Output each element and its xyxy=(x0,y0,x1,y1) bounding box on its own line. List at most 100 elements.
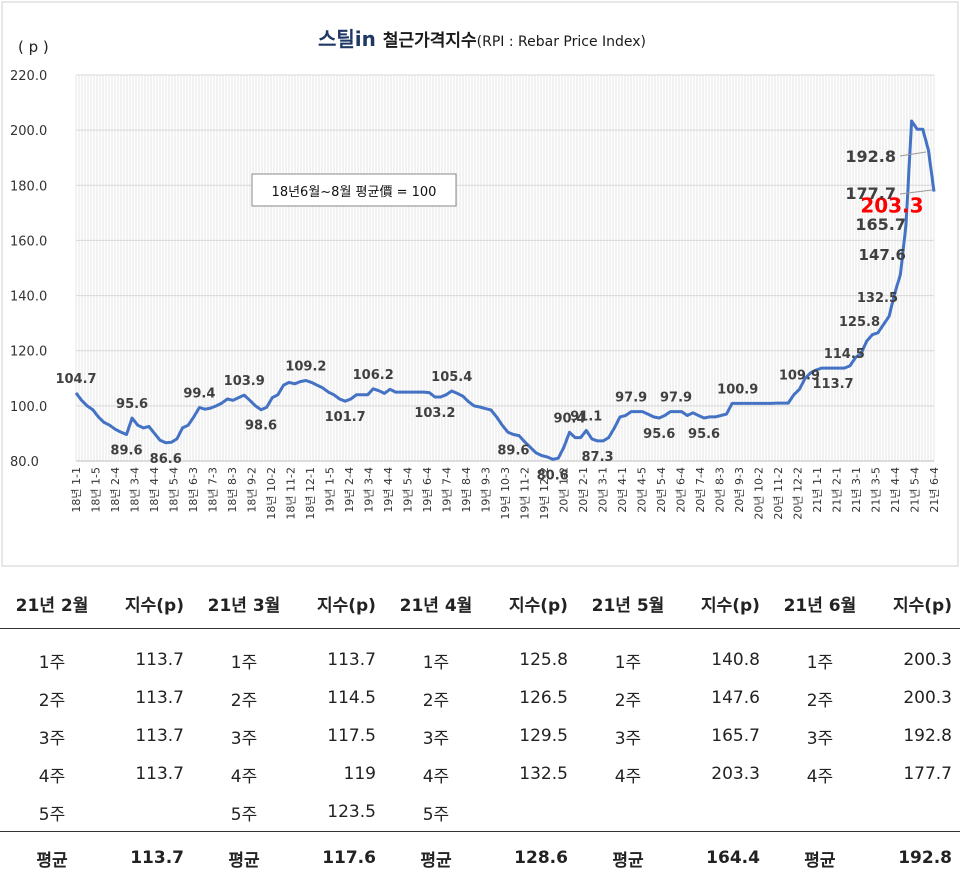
data-label: 104.7 xyxy=(55,372,96,387)
y-axis-label: ( p ) xyxy=(18,38,49,56)
x-tick-label: 20년 2-1 xyxy=(577,467,590,513)
header-index: 지수(p) xyxy=(872,578,960,629)
x-tick-label: 19년 1-5 xyxy=(324,467,337,513)
week-cell: 3주 xyxy=(192,717,296,755)
vertical-gridlines xyxy=(76,75,934,461)
index-cell: 113.7 xyxy=(104,629,192,680)
index-cell: 200.3 xyxy=(872,629,960,680)
week-cell: 5주 xyxy=(0,793,104,832)
header-index: 지수(p) xyxy=(680,578,768,629)
index-cell: 203.3 xyxy=(680,755,768,793)
average-value: 164.4 xyxy=(680,832,768,884)
data-label: 103.2 xyxy=(414,406,455,421)
table-row: 5주 5주 123.5 5주 xyxy=(0,793,960,832)
x-tick-label: 20년 7-4 xyxy=(694,467,707,513)
x-tick-label: 20년 6-4 xyxy=(675,467,688,513)
average-label: 평균 xyxy=(384,832,488,884)
week-cell: 2주 xyxy=(192,679,296,717)
week-cell: 4주 xyxy=(768,755,872,793)
table-row: 3주 113.7 3주 117.5 3주 129.5 3주 165.7 3주 1… xyxy=(0,717,960,755)
x-tick-label: 20년 11-2 xyxy=(772,467,785,520)
x-tick-label: 18년 11-2 xyxy=(285,467,298,520)
header-month-apr: 21년 4월 xyxy=(384,578,488,629)
x-tick-label: 19년 4-4 xyxy=(382,467,395,513)
data-label: 98.6 xyxy=(245,419,277,434)
week-cell: 4주 xyxy=(192,755,296,793)
x-tick-label: 18년 6-3 xyxy=(187,467,200,513)
data-label: 86.6 xyxy=(150,452,182,467)
index-cell: 125.8 xyxy=(488,629,576,680)
y-tick-label: 140.0 xyxy=(10,290,47,305)
week-cell: 5주 xyxy=(192,793,296,832)
average-label: 평균 xyxy=(768,832,872,884)
x-tick-label: 21년 5-4 xyxy=(909,467,922,513)
y-tick-label: 80.0 xyxy=(10,455,39,470)
x-tick-label: 21년 1-1 xyxy=(811,467,824,513)
data-label: 103.9 xyxy=(224,374,265,389)
x-tick-label: 18년 9-2 xyxy=(246,467,259,513)
x-tick-label: 19년 5-4 xyxy=(402,467,415,513)
data-label: 105.4 xyxy=(431,370,472,385)
data-label: 113.7 xyxy=(812,377,853,392)
note-text: 18년6월~8월 평균價 = 100 xyxy=(272,185,437,200)
x-tick-label: 19년 11-2 xyxy=(519,467,532,520)
average-label: 평균 xyxy=(576,832,680,884)
x-tick-label: 18년 7-3 xyxy=(207,467,220,513)
x-tick-label: 20년 9-3 xyxy=(733,467,746,513)
y-tick-label: 120.0 xyxy=(10,345,47,360)
week-cell: 1주 xyxy=(384,629,488,680)
average-value: 128.6 xyxy=(488,832,576,884)
week-cell: 4주 xyxy=(384,755,488,793)
data-label: 101.7 xyxy=(325,410,366,425)
data-label: 97.9 xyxy=(615,391,647,406)
table-row: 1주 113.7 1주 113.7 1주 125.8 1주 140.8 1주 2… xyxy=(0,629,960,680)
x-tick-label: 21년 3-1 xyxy=(850,467,863,513)
x-tick-label: 19년 2-4 xyxy=(343,467,356,513)
data-label: 87.3 xyxy=(581,450,613,465)
x-tick-label: 19년 3-4 xyxy=(363,467,376,513)
data-label: 89.6 xyxy=(110,444,142,459)
week-cell xyxy=(576,793,680,832)
data-label: 99.4 xyxy=(183,387,215,402)
y-tick-label: 200.0 xyxy=(10,124,47,139)
rebar-price-index-chart: 80.0100.0120.0140.0160.0180.0200.0220.0(… xyxy=(0,0,960,568)
data-label: 100.9 xyxy=(717,382,758,397)
data-label: 91.1 xyxy=(570,409,602,424)
x-tick-label: 20년 10-2 xyxy=(753,467,766,520)
week-cell: 1주 xyxy=(768,629,872,680)
data-label: 80.6 xyxy=(537,468,569,483)
week-cell: 3주 xyxy=(384,717,488,755)
table-average-row: 평균 113.7 평균 117.6 평균 128.6 평균 164.4 평균 1… xyxy=(0,832,960,884)
x-tick-label: 21년 4-4 xyxy=(889,467,902,513)
week-cell: 2주 xyxy=(384,679,488,717)
average-value: 192.8 xyxy=(872,832,960,884)
week-cell xyxy=(768,793,872,832)
weekly-index-table: 21년 2월 지수(p) 21년 3월 지수(p) 21년 4월 지수(p) 2… xyxy=(0,578,960,884)
average-value: 117.6 xyxy=(296,832,384,884)
data-label: 89.6 xyxy=(497,444,529,459)
x-tick-label: 19년 7-4 xyxy=(441,467,454,513)
week-cell: 2주 xyxy=(768,679,872,717)
x-tick-label: 20년 8-3 xyxy=(714,467,727,513)
week-cell: 3주 xyxy=(0,717,104,755)
data-label: 106.2 xyxy=(353,368,394,383)
index-cell: 177.7 xyxy=(872,755,960,793)
x-tick-label: 18년 12-1 xyxy=(304,467,317,520)
week-cell: 3주 xyxy=(576,717,680,755)
x-tick-label: 21년 6-4 xyxy=(928,467,941,513)
index-cell: 117.5 xyxy=(296,717,384,755)
index-cell: 165.7 xyxy=(680,717,768,755)
index-cell: 113.7 xyxy=(104,755,192,793)
y-tick-label: 180.0 xyxy=(10,179,47,194)
week-cell: 4주 xyxy=(0,755,104,793)
index-cell xyxy=(872,793,960,832)
index-cell: 119 xyxy=(296,755,384,793)
header-month-feb: 21년 2월 xyxy=(0,578,104,629)
week-cell: 2주 xyxy=(0,679,104,717)
header-index: 지수(p) xyxy=(296,578,384,629)
x-tick-label: 20년 12-2 xyxy=(792,467,805,520)
header-index: 지수(p) xyxy=(104,578,192,629)
week-cell: 1주 xyxy=(0,629,104,680)
x-tick-label: 18년 10-2 xyxy=(265,467,278,520)
